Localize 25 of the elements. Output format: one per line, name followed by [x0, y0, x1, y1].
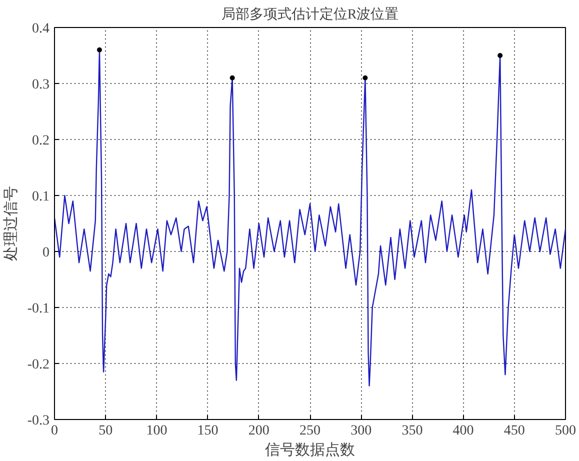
x-axis-title: 信号数据点数	[265, 442, 355, 458]
x-tick-label: 450	[504, 424, 525, 438]
point	[362, 75, 368, 80]
y-tick-label: 0.3	[32, 78, 50, 92]
x-tick-label: 250	[300, 424, 320, 438]
y-tick-label: -0.3	[27, 414, 50, 428]
point	[498, 53, 503, 58]
chart-title: 局部多项式估计定位R波位置	[221, 6, 399, 22]
x-tick-label: 200	[248, 424, 270, 438]
y-tick-label: 0.1	[32, 190, 50, 204]
point	[96, 47, 102, 52]
x-tick-label: 350	[402, 424, 423, 438]
point	[230, 75, 235, 80]
y-tick-label: 0.2	[32, 134, 50, 148]
x-tick-label: 500	[555, 424, 576, 438]
y-tick-label: -0.1	[27, 302, 50, 316]
y-tick-label: 0.4	[32, 22, 50, 36]
x-tick-label: 100	[146, 424, 168, 438]
y-axis-title: 处理过信号	[2, 186, 20, 261]
x-tick-label: 150	[197, 424, 218, 438]
x-tick-label: 400	[452, 424, 474, 438]
x-tick-label: 50	[98, 424, 113, 438]
y-tick-label: 0	[42, 246, 50, 260]
x-tick-label: 300	[350, 424, 372, 438]
y-tick-label: -0.2	[27, 358, 50, 372]
